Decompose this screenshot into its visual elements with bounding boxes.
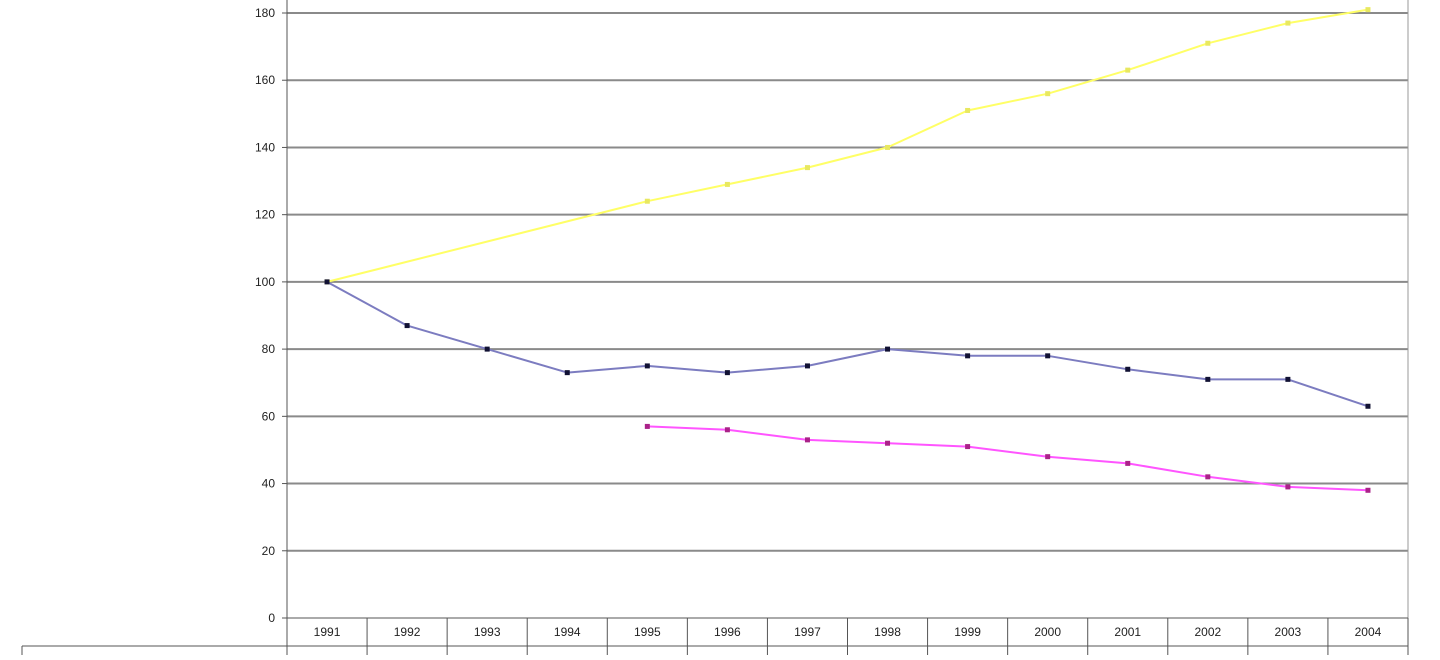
y-tick-label: 40 bbox=[262, 477, 276, 491]
x-tick-label: 2000 bbox=[1034, 625, 1061, 639]
x-tick-label: 1995 bbox=[634, 625, 661, 639]
series-line-2 bbox=[647, 425, 1369, 492]
data-point bbox=[804, 165, 810, 171]
data-point bbox=[1365, 403, 1371, 409]
data-point bbox=[1365, 7, 1371, 13]
data-point bbox=[965, 107, 971, 113]
data-point bbox=[1125, 366, 1131, 372]
x-tick-label: 1996 bbox=[714, 625, 741, 639]
x-tick-label: 1994 bbox=[554, 625, 581, 639]
data-point bbox=[1205, 376, 1211, 382]
series-line-1 bbox=[326, 281, 1369, 408]
y-tick-label: 60 bbox=[262, 409, 276, 423]
x-tick-label: 1992 bbox=[394, 625, 421, 639]
x-tick-label: 2003 bbox=[1275, 625, 1302, 639]
data-point bbox=[1285, 484, 1291, 490]
data-point bbox=[885, 346, 891, 352]
data-point bbox=[965, 353, 971, 359]
y-tick-label: 0 bbox=[268, 611, 275, 625]
x-tick-label: 1998 bbox=[874, 625, 901, 639]
data-point bbox=[644, 363, 650, 369]
data-point bbox=[885, 144, 891, 150]
data-point bbox=[644, 423, 650, 429]
data-point bbox=[1045, 353, 1051, 359]
data-point bbox=[324, 279, 330, 285]
data-point bbox=[1365, 487, 1371, 493]
x-tick-label: 1993 bbox=[474, 625, 501, 639]
data-point bbox=[965, 444, 971, 450]
data-point bbox=[724, 427, 730, 433]
x-tick-label: 1999 bbox=[954, 625, 981, 639]
y-tick-label: 120 bbox=[255, 208, 275, 222]
data-point bbox=[1285, 20, 1291, 26]
data-point bbox=[644, 198, 650, 204]
x-category-table: 1991 1992 1993 1994 1995 1996 1997 1998 1999 2000… bbox=[21, 617, 1409, 655]
data-point bbox=[885, 440, 891, 446]
data-point bbox=[404, 323, 410, 329]
y-tick-label: 160 bbox=[255, 73, 275, 87]
data-point bbox=[1125, 460, 1131, 466]
data-point bbox=[564, 370, 570, 376]
y-tick-label: 140 bbox=[255, 140, 275, 154]
x-tick-label: 2001 bbox=[1114, 625, 1141, 639]
data-point bbox=[1045, 91, 1051, 97]
y-tick-label: 20 bbox=[262, 544, 276, 558]
x-tick-label: 1997 bbox=[794, 625, 821, 639]
data-point bbox=[804, 363, 810, 369]
data-point bbox=[1205, 474, 1211, 480]
data-point bbox=[1205, 40, 1211, 46]
data-point bbox=[1045, 454, 1051, 460]
y-tick-labels: 0 20 40 60 80 100 120 140 160 180 bbox=[255, 6, 275, 625]
gridlines bbox=[287, 12, 1408, 552]
data-point bbox=[804, 437, 810, 443]
data-point bbox=[1285, 376, 1291, 382]
data-point bbox=[1125, 67, 1131, 73]
data-point bbox=[724, 181, 730, 187]
y-tick-label: 180 bbox=[255, 6, 275, 20]
data-point bbox=[484, 346, 490, 352]
y-tick-label: 100 bbox=[255, 275, 275, 289]
x-tick-label: 2004 bbox=[1355, 625, 1382, 639]
series-markers bbox=[324, 7, 1371, 493]
data-point bbox=[724, 370, 730, 376]
y-tick-label: 80 bbox=[262, 342, 276, 356]
x-tick-label: 1991 bbox=[314, 625, 341, 639]
x-tick-label: 2002 bbox=[1194, 625, 1221, 639]
axes bbox=[282, 0, 1409, 655]
